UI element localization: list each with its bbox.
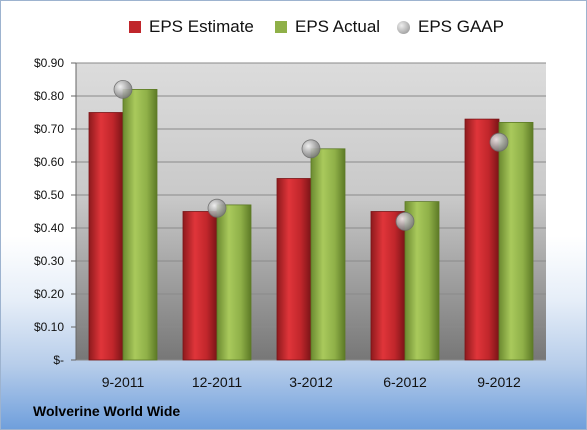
x-tick-label: 9-2012: [477, 374, 521, 390]
legend-label-eps-gaap: EPS GAAP: [418, 17, 504, 36]
x-axis-labels: 9-2011 12-2011 3-2012 6-2012 9-2012: [102, 374, 521, 390]
y-tick-label: $0.80: [34, 89, 64, 103]
bar-eps-actual: [498, 122, 534, 361]
legend-item-eps-estimate: EPS Estimate: [129, 17, 254, 37]
y-tick-label: $0.30: [34, 254, 64, 268]
gaap-markers: [113, 80, 509, 231]
x-tick-label: 3-2012: [289, 374, 333, 390]
bar-eps-estimate: [464, 118, 500, 361]
bars: [88, 89, 534, 361]
bar-eps-estimate: [88, 112, 124, 361]
legend-swatch-eps-actual: [275, 21, 287, 33]
company-name: Wolverine World Wide: [33, 403, 181, 419]
legend-item-eps-gaap: EPS GAAP: [397, 17, 504, 37]
bar-eps-actual: [122, 89, 158, 361]
x-tick-label: 9-2011: [102, 374, 145, 390]
legend-swatch-eps-estimate: [129, 21, 141, 33]
legend-label-eps-actual: EPS Actual: [295, 17, 381, 36]
marker-eps-gaap: [301, 139, 321, 159]
chart-legend: EPS Estimate EPS Actual EPS GAAP: [1, 17, 586, 43]
marker-eps-gaap: [395, 211, 415, 231]
bar-eps-actual: [310, 148, 346, 361]
x-tick-label: 12-2011: [192, 374, 243, 390]
y-tick-label: $0.50: [34, 188, 64, 202]
legend-marker-eps-gaap: [397, 20, 410, 34]
bar-eps-estimate: [182, 211, 218, 361]
y-tick-label: $0.70: [34, 122, 64, 136]
y-axis-ticks: $- $0.10 $0.20 $0.30 $0.40 $0.50 $0.60 $0.70 $0.…: [34, 56, 64, 367]
bar-eps-actual: [216, 204, 252, 361]
x-tick-label: 6-2012: [383, 374, 427, 390]
y-tick-label: $0.60: [34, 155, 64, 169]
marker-eps-gaap: [489, 132, 509, 152]
bar-eps-estimate: [276, 178, 312, 361]
marker-eps-gaap: [207, 198, 227, 218]
bar-eps-estimate: [370, 211, 406, 361]
y-tick-label: $0.90: [34, 56, 64, 70]
y-tick-label: $0.40: [34, 221, 64, 235]
legend-item-eps-actual: EPS Actual: [275, 17, 380, 37]
y-tick-label: $0.20: [34, 287, 64, 301]
y-tick-label: $-: [53, 353, 64, 367]
y-tick-label: $0.10: [34, 320, 64, 334]
marker-eps-gaap: [113, 80, 133, 99]
legend-label-eps-estimate: EPS Estimate: [149, 17, 254, 36]
